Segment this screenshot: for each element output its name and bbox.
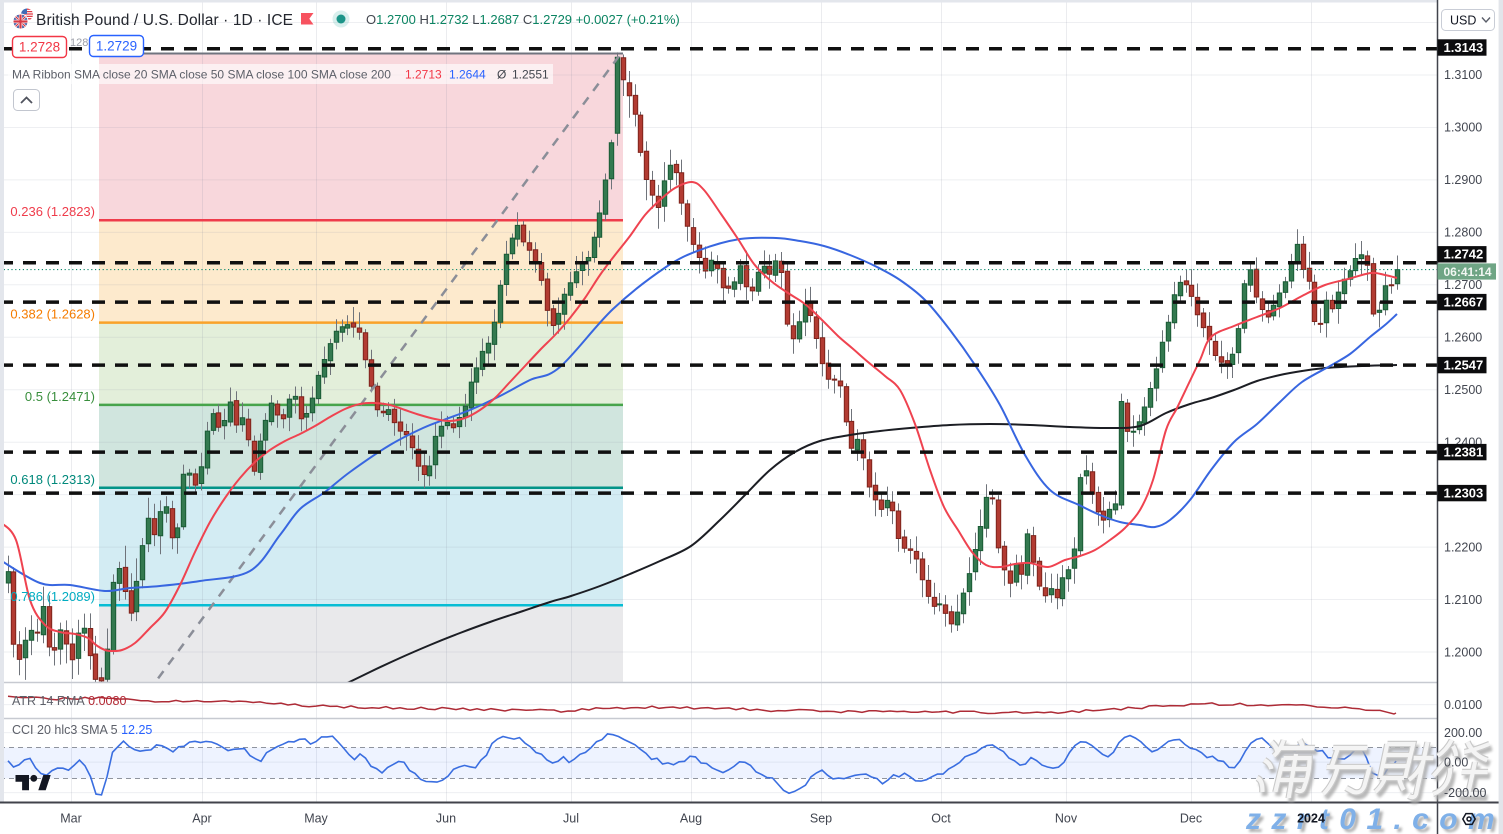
svg-text:0.00: 0.00 <box>1444 755 1468 769</box>
svg-text:Apr: Apr <box>192 812 211 826</box>
svg-text:1.2900: 1.2900 <box>1444 173 1482 187</box>
svg-text:ATR 14 RMA 0.0080: ATR 14 RMA 0.0080 <box>12 694 126 708</box>
svg-text:1.2728: 1.2728 <box>19 40 60 55</box>
svg-text:0.618 (1.2313): 0.618 (1.2313) <box>10 472 95 487</box>
svg-text:0.382 (1.2628): 0.382 (1.2628) <box>10 307 95 322</box>
svg-text:2024: 2024 <box>1297 812 1325 826</box>
svg-text:1.2500: 1.2500 <box>1444 383 1482 397</box>
svg-text:British Pound / U.S. Dollar ·: British Pound / U.S. Dollar · 1D · ICE <box>36 12 293 29</box>
svg-text:Sep: Sep <box>810 812 832 826</box>
svg-text:0.0100: 0.0100 <box>1444 698 1482 712</box>
svg-text:MA Ribbon SMA close 20 SMA clo: MA Ribbon SMA close 20 SMA close 50 SMA … <box>12 68 549 82</box>
svg-text:-200.00: -200.00 <box>1444 786 1486 800</box>
svg-text:Jun: Jun <box>436 812 456 826</box>
svg-text:1.2381: 1.2381 <box>1444 445 1484 460</box>
svg-text:zzrt01.com: zzrt01.com <box>1245 803 1503 834</box>
svg-text:0.5 (1.2471): 0.5 (1.2471) <box>25 389 95 404</box>
svg-text:USD: USD <box>1450 14 1476 28</box>
svg-text:Mar: Mar <box>60 812 82 826</box>
svg-text:0.236 (1.2823): 0.236 (1.2823) <box>10 204 95 219</box>
svg-text:Aug: Aug <box>680 812 702 826</box>
svg-text:zzrt01.com: zzrt01.com <box>1248 806 1503 834</box>
svg-text:1.2100: 1.2100 <box>1444 593 1482 607</box>
svg-text:1.3000: 1.3000 <box>1444 121 1482 135</box>
svg-text:128: 128 <box>70 37 88 49</box>
svg-text:200.00: 200.00 <box>1444 726 1482 740</box>
svg-text:May: May <box>304 812 328 826</box>
svg-text:1.3143: 1.3143 <box>1444 40 1484 55</box>
svg-text:1.2800: 1.2800 <box>1444 226 1482 240</box>
svg-text:O1.2700 H1.2732 L1.2687 C1.272: O1.2700 H1.2732 L1.2687 C1.2729 +0.0027 … <box>366 12 680 27</box>
svg-text:1.2742: 1.2742 <box>1444 247 1484 262</box>
svg-text:0.786 (1.2089): 0.786 (1.2089) <box>10 589 95 604</box>
svg-text:1.2700: 1.2700 <box>1444 278 1482 292</box>
svg-text:CCI 20 hlc3 SMA 5 12.25: CCI 20 hlc3 SMA 5 12.25 <box>12 723 152 737</box>
svg-text:1.3100: 1.3100 <box>1444 68 1482 82</box>
svg-text:Nov: Nov <box>1055 812 1078 826</box>
svg-text:1.2200: 1.2200 <box>1444 540 1482 554</box>
svg-text:1.2000: 1.2000 <box>1444 645 1482 659</box>
svg-text:1.2303: 1.2303 <box>1444 486 1484 501</box>
svg-text:Jul: Jul <box>563 812 579 826</box>
svg-text:1.2600: 1.2600 <box>1444 331 1482 345</box>
svg-text:Dec: Dec <box>1180 812 1202 826</box>
svg-text:1.2547: 1.2547 <box>1444 358 1484 373</box>
svg-text:1.2729: 1.2729 <box>96 39 137 54</box>
svg-text:1.2667: 1.2667 <box>1444 295 1484 310</box>
svg-text:Oct: Oct <box>931 812 951 826</box>
svg-text:06:41:14: 06:41:14 <box>1444 265 1492 279</box>
